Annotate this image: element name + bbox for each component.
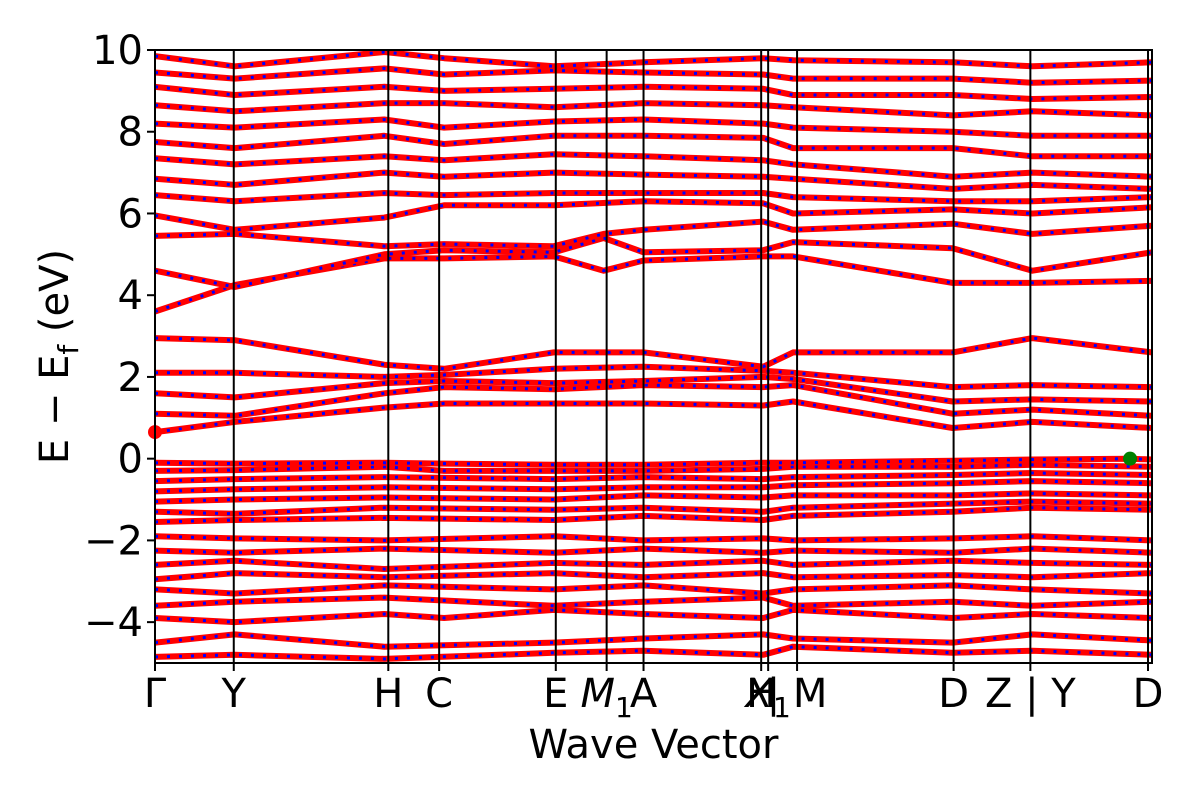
y-tick-label: 8: [118, 110, 143, 156]
band-line-up-5: [155, 570, 1152, 583]
band-line-down-20: [155, 336, 1152, 371]
vbm-marker: [1123, 451, 1138, 466]
kpoint-lines-layer: [232, 50, 1150, 663]
x-tick-label: M1: [580, 671, 632, 724]
x-tick-label: H: [373, 671, 403, 717]
markers-layer: [148, 425, 1138, 466]
band-line-down-31: [155, 85, 1152, 101]
y-axis-label: E − Ef (eV): [32, 249, 85, 464]
band-line-up-9: [155, 504, 1152, 525]
band-line-up-28: [155, 132, 1152, 160]
band-line-up-8: [155, 533, 1152, 544]
x-tick-label: X1: [744, 671, 791, 724]
y-tick-label: 0: [118, 437, 143, 483]
band-line-down-15: [155, 457, 1152, 467]
bands-layer: [155, 50, 1152, 662]
band-line-up-11: [155, 490, 1152, 505]
x-tick-label: Y: [221, 671, 247, 717]
plot-frame: [154, 49, 1153, 664]
x-tick-label: Γ: [144, 671, 167, 717]
band-line-up-0: [155, 643, 1152, 662]
x-tick-label: D: [1133, 671, 1164, 717]
y-tick-label: −4: [84, 600, 143, 646]
band-line-up-1: [155, 631, 1152, 650]
band-line-down-23: [155, 220, 1152, 248]
band-line-down-26: [155, 171, 1152, 191]
band-line-up-31: [155, 83, 1152, 102]
band-line-up-6: [155, 557, 1152, 572]
band-line-up-10: [155, 498, 1152, 517]
band-line-up-18: [155, 373, 1152, 405]
x-tick-label: C: [425, 671, 453, 717]
x-tick-label: H: [746, 671, 776, 717]
x-tick-label: E: [543, 671, 568, 717]
band-line-up-22: [155, 235, 1152, 290]
band-line-up-7: [155, 545, 1152, 556]
y-tick-label: 6: [118, 191, 143, 237]
x-tick-label: A: [630, 671, 658, 717]
band-line-up-21: [155, 253, 1152, 315]
band-line-up-33: [155, 50, 1152, 70]
y-tick-label: 4: [118, 273, 143, 319]
band-line-up-2: [155, 606, 1152, 626]
y-ticks: −4 −2 0 2 4 6 8 10: [84, 28, 155, 646]
band-line-down-18: [155, 375, 1152, 404]
band-line-down-28: [155, 134, 1152, 158]
x-tick-label: | M: [767, 671, 828, 717]
band-line-up-30: [155, 100, 1152, 119]
band-line-up-32: [155, 65, 1152, 86]
band-line-up-4: [155, 582, 1152, 597]
y-tick-label: 10: [92, 28, 143, 74]
y-tick-label: −2: [84, 518, 143, 564]
band-line-up-24: [155, 198, 1152, 233]
y-tick-label: 2: [118, 355, 143, 401]
band-line-up-3: [155, 594, 1152, 609]
x-axis-label: Wave Vector: [529, 722, 780, 768]
band-line-down-33: [155, 50, 1152, 68]
band-line-down-17: [155, 383, 1152, 418]
x-tick-label: Z | Y: [985, 671, 1076, 717]
band-line-down-24: [155, 199, 1152, 232]
x-tick-label: D: [938, 671, 969, 717]
band-line-up-13: [155, 470, 1152, 485]
band-line-down-16: [155, 399, 1152, 434]
band-line-up-12: [155, 478, 1152, 495]
